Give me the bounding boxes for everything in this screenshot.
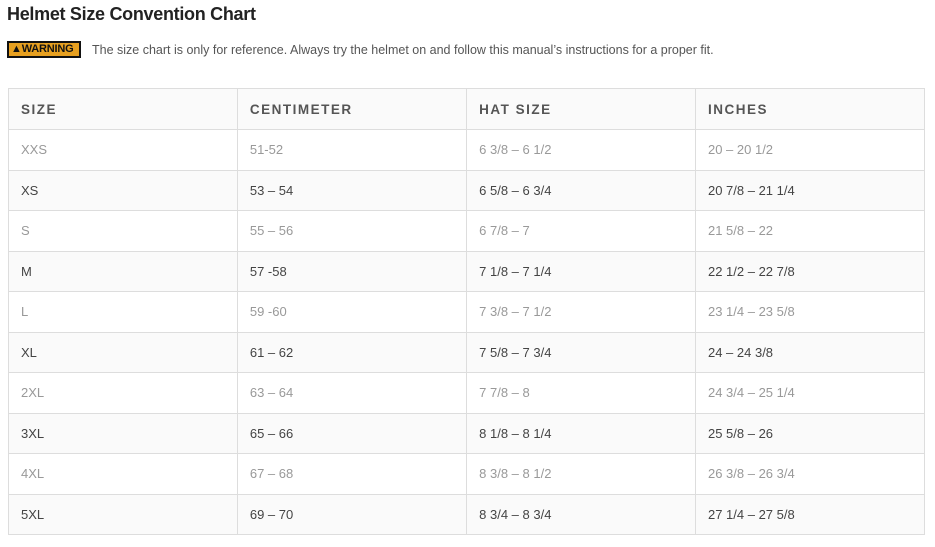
table-cell: 67 – 68: [236, 453, 468, 495]
table-cell: XXS: [8, 129, 238, 171]
size-table: SIZE CENTIMETER HAT SIZE INCHES XXS 51-52 6 3…: [8, 88, 926, 535]
table-row: 2XL 63 – 64 7 7/8 – 8 24 3/4 – 25 1/4: [8, 372, 926, 414]
table-cell: 8 3/4 – 8 3/4: [466, 493, 696, 535]
table-cell: 26 3/8 – 26 3/4: [694, 453, 926, 495]
table-cell: 24 3/4 – 25 1/4: [694, 372, 926, 414]
table-cell: S: [8, 210, 238, 252]
table-cell: 3XL: [8, 412, 238, 454]
table-row: XL 61 – 62 7 5/8 – 7 3/4 24 – 24 3/8: [8, 331, 926, 373]
table-cell: 8 1/8 – 8 1/4: [466, 412, 696, 454]
table-cell: 5XL: [8, 493, 238, 535]
table-cell: 2XL: [8, 372, 238, 414]
table-cell: M: [8, 250, 238, 292]
warning-triangle-icon: ▲: [11, 43, 22, 55]
table-cell: 57 -58: [236, 250, 468, 292]
table-cell: 7 3/8 – 7 1/2: [466, 291, 696, 333]
table-cell: 69 – 70: [236, 493, 468, 535]
table-cell: XL: [8, 331, 238, 373]
table-header-row: SIZE CENTIMETER HAT SIZE INCHES: [8, 88, 926, 130]
warning-notice: ▲WARNING The size chart is only for refe…: [7, 41, 714, 58]
table-cell: 61 – 62: [236, 331, 468, 373]
table-row: 3XL 65 – 66 8 1/8 – 8 1/4 25 5/8 – 26: [8, 412, 926, 454]
table-cell: 25 5/8 – 26: [694, 412, 926, 454]
warning-badge-label: WARNING: [21, 43, 74, 55]
page-title: Helmet Size Convention Chart: [7, 4, 256, 24]
table-cell: 23 1/4 – 23 5/8: [694, 291, 926, 333]
table-row: 5XL 69 – 70 8 3/4 – 8 3/4 27 1/4 – 27 5/8: [8, 493, 926, 535]
warning-badge: ▲WARNING: [7, 41, 81, 58]
table-cell: 6 5/8 – 6 3/4: [466, 169, 696, 211]
table-cell: 51-52: [236, 129, 468, 171]
table-cell: 7 7/8 – 8: [466, 372, 696, 414]
table-cell: 55 – 56: [236, 210, 468, 252]
column-header: SIZE: [8, 88, 238, 130]
table-cell: 6 7/8 – 7: [466, 210, 696, 252]
table-row: M 57 -58 7 1/8 – 7 1/4 22 1/2 – 22 7/8: [8, 250, 926, 292]
table-cell: 63 – 64: [236, 372, 468, 414]
table-row: S 55 – 56 6 7/8 – 7 21 5/8 – 22: [8, 210, 926, 252]
table-cell: 65 – 66: [236, 412, 468, 454]
warning-text: The size chart is only for reference. Al…: [92, 42, 714, 57]
table-row: L 59 -60 7 3/8 – 7 1/2 23 1/4 – 23 5/8: [8, 291, 926, 333]
table-cell: 53 – 54: [236, 169, 468, 211]
table-cell: 21 5/8 – 22: [694, 210, 926, 252]
table-cell: L: [8, 291, 238, 333]
table-cell: 20 7/8 – 21 1/4: [694, 169, 926, 211]
column-header: HAT SIZE: [466, 88, 696, 130]
table-cell: 7 5/8 – 7 3/4: [466, 331, 696, 373]
table-cell: 7 1/8 – 7 1/4: [466, 250, 696, 292]
table-row: 4XL 67 – 68 8 3/8 – 8 1/2 26 3/8 – 26 3/4: [8, 453, 926, 495]
table-cell: 20 – 20 1/2: [694, 129, 926, 171]
column-header: INCHES: [694, 88, 926, 130]
table-cell: 8 3/8 – 8 1/2: [466, 453, 696, 495]
table-cell: 27 1/4 – 27 5/8: [694, 493, 926, 535]
table-cell: XS: [8, 169, 238, 211]
table-cell: 24 – 24 3/8: [694, 331, 926, 373]
table-cell: 4XL: [8, 453, 238, 495]
table-cell: 6 3/8 – 6 1/2: [466, 129, 696, 171]
table-row: XS 53 – 54 6 5/8 – 6 3/4 20 7/8 – 21 1/4: [8, 169, 926, 211]
column-header: CENTIMETER: [236, 88, 468, 130]
table-cell: 59 -60: [236, 291, 468, 333]
table-cell: 22 1/2 – 22 7/8: [694, 250, 926, 292]
table-row: XXS 51-52 6 3/8 – 6 1/2 20 – 20 1/2: [8, 129, 926, 171]
